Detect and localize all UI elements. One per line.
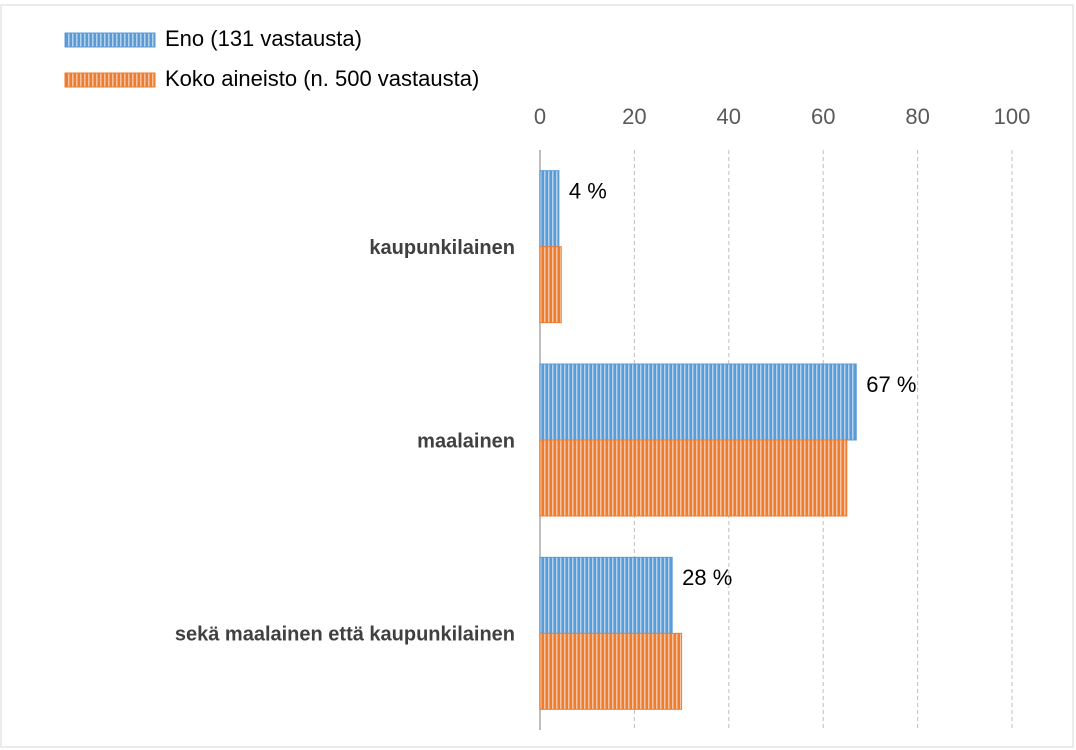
y-tick-label: maalainen bbox=[417, 430, 515, 452]
bar bbox=[539, 246, 562, 324]
y-tick-label: kaupunkilainen bbox=[369, 237, 515, 259]
x-tick-label: 100 bbox=[994, 104, 1031, 129]
chart-frame bbox=[0, 4, 1074, 748]
bar bbox=[539, 632, 683, 710]
legend-swatch bbox=[64, 32, 156, 48]
y-tick-label: sekä maalainen että kaupunkilainen bbox=[175, 624, 515, 646]
bar bbox=[539, 363, 857, 441]
legend-swatch bbox=[64, 72, 156, 88]
bar bbox=[539, 170, 560, 248]
data-label: 4 % bbox=[569, 178, 607, 203]
bar bbox=[539, 556, 673, 634]
bar bbox=[539, 439, 848, 517]
x-tick-label: 60 bbox=[811, 104, 835, 129]
x-tick-label: 80 bbox=[905, 104, 929, 129]
x-tick-label: 0 bbox=[534, 104, 546, 129]
data-label: 67 % bbox=[866, 372, 916, 397]
x-tick-label: 40 bbox=[717, 104, 741, 129]
x-tick-label: 20 bbox=[622, 104, 646, 129]
legend-label: Eno (131 vastausta) bbox=[165, 26, 362, 51]
data-label: 28 % bbox=[682, 565, 732, 590]
legend-label: Koko aineisto (n. 500 vastausta) bbox=[165, 66, 479, 91]
